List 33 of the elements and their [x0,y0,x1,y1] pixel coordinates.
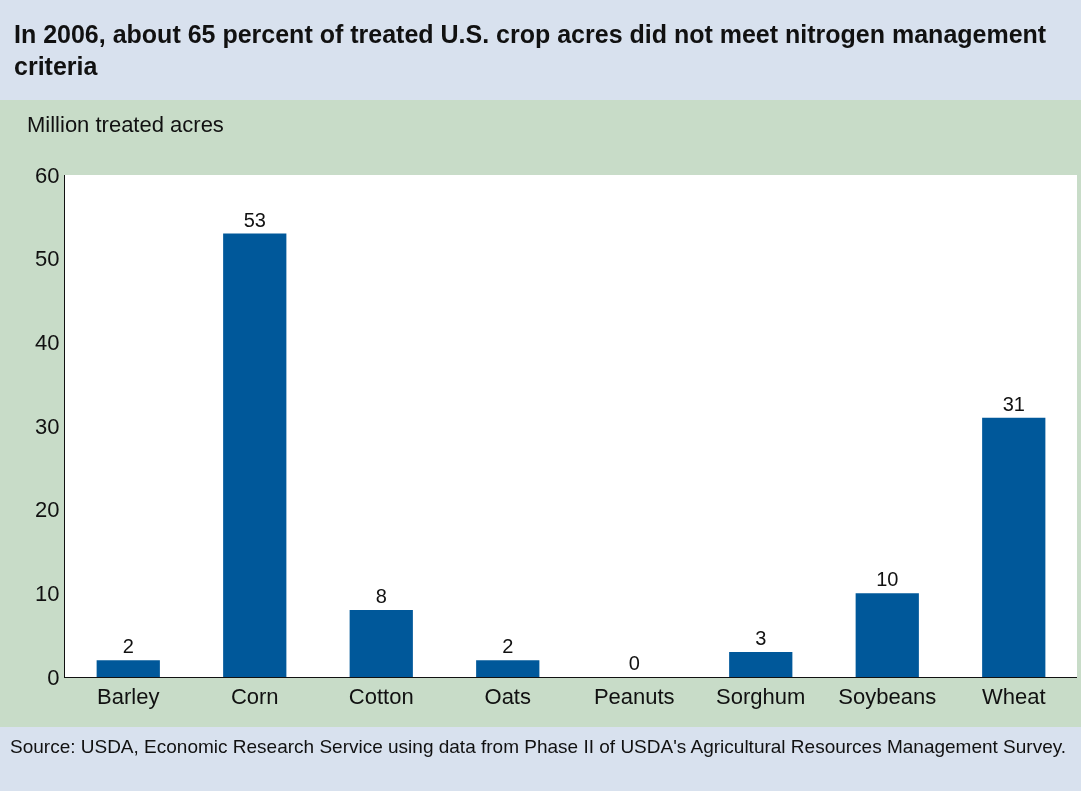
x-tick-label: Cotton [348,684,414,710]
data-label: 2 [122,635,134,658]
data-label: 2 [502,635,514,658]
y-tick-label: 50 [35,246,60,272]
x-tick-label: Sorghum [716,684,806,710]
x-tick-label: Corn [230,684,279,710]
x-tick-label: Soybeans [838,684,937,710]
data-label: 10 [876,568,899,591]
x-tick-label: Barley [97,684,160,710]
data-label: 3 [755,626,767,649]
bar [223,233,287,677]
y-axis-title: Million treated acres [27,112,224,137]
chart-title: In 2006, about 65 percent of treated U.S. crop acres did not meet nitrogen management criteria [0,0,1081,100]
data-label: 31 [1002,392,1025,415]
y-tick-label: 60 [35,162,60,188]
data-label: 53 [243,208,266,231]
y-tick-label: 30 [35,413,60,439]
data-label: 0 [628,652,640,674]
x-tick-label: Wheat [981,684,1046,710]
y-tick-label: 10 [35,581,60,607]
x-tick-label: Peanuts [593,684,675,710]
y-tick-label: 20 [35,497,60,523]
source-note: Source: USDA, Economic Research Service using data from Phase II of USDA's Agricultural Resources Management Survey. [0,727,1081,791]
y-tick-label: 40 [35,330,60,356]
data-label: 8 [375,585,387,608]
bar [729,651,793,677]
bar [96,660,160,677]
y-tick-label: 0 [47,664,60,690]
x-tick-label: Oats [484,684,531,710]
bar [476,660,540,677]
bar [982,417,1046,677]
bar [855,593,919,677]
bar [349,610,413,677]
